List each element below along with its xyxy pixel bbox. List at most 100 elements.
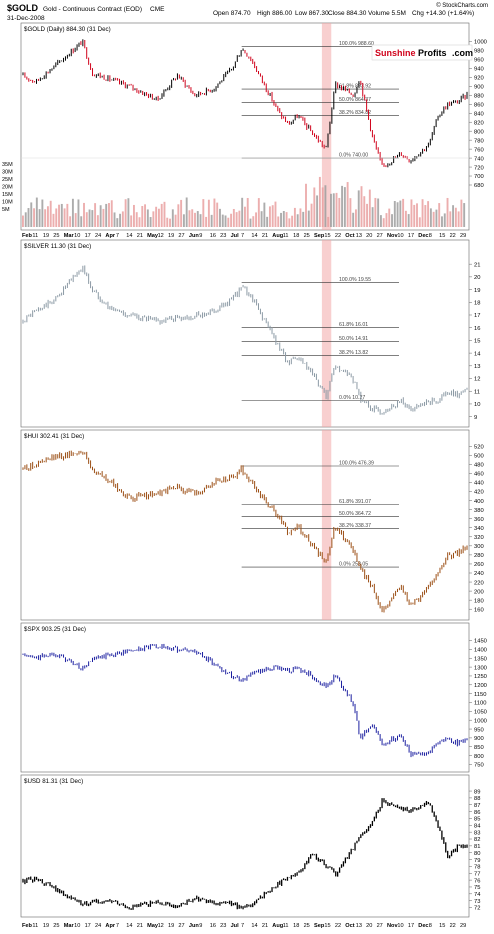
- x-tick-label: Jul: [231, 923, 240, 929]
- volume-bar: [255, 212, 257, 227]
- x-tick-label: 24: [95, 233, 101, 239]
- x-tick-label: Feb: [22, 233, 33, 239]
- y-tick-label: 84: [474, 824, 481, 830]
- y-tick-label: 480: [474, 463, 484, 469]
- header-high: High 886.00: [257, 10, 292, 17]
- fib-label: 61.8% 893.92: [339, 84, 371, 90]
- y-tick-label: 940: [474, 67, 484, 73]
- x-tick-label: 19: [168, 233, 174, 239]
- fib-label: 38.2% 338.37: [339, 523, 371, 529]
- y-tick-label: 500: [474, 454, 484, 460]
- fib-label: 61.8% 391.07: [339, 499, 371, 505]
- y-tick-label: 950: [474, 727, 484, 733]
- x-tick-label: 27: [178, 923, 184, 929]
- x-tick-label: 17: [408, 923, 414, 929]
- y-tick-label: 17: [474, 313, 480, 319]
- y-tick-label: 1100: [474, 701, 486, 707]
- y-tick-label: 800: [474, 754, 484, 760]
- y-tick-label: 320: [474, 535, 484, 541]
- header-close: Close 884.30: [328, 10, 367, 17]
- volume-bar: [55, 208, 58, 227]
- fib-label: 0.0% 10.27: [339, 395, 365, 401]
- silver-highlight-band: [321, 240, 332, 427]
- volume-bar: [424, 205, 427, 227]
- volume-bar: [432, 211, 435, 227]
- x-tick-label: Jun: [189, 923, 200, 929]
- x-tick-label: May: [147, 923, 159, 929]
- volume-bar: [235, 212, 238, 227]
- x-tick-label: Sep: [314, 233, 325, 239]
- y-tick-label: 780: [474, 138, 484, 144]
- volume-bar: [355, 209, 357, 227]
- volume-bar: [227, 217, 230, 227]
- y-tick-label: 240: [474, 571, 484, 577]
- y-tick-label: 420: [474, 490, 484, 496]
- volume-bar: [149, 217, 152, 227]
- x-tick-label: 15: [439, 233, 445, 239]
- volume-bar: [368, 189, 371, 227]
- volume-bar: [180, 199, 183, 227]
- volume-bar: [30, 202, 33, 227]
- volume-bar: [446, 197, 449, 227]
- volume-bar: [110, 200, 113, 227]
- volume-bar: [438, 203, 441, 227]
- volume-bar: [138, 217, 141, 227]
- silver-title: $SILVER 11.30 (31 Dec): [24, 243, 91, 250]
- header-symbol: $GOLD: [7, 3, 39, 13]
- x-tick-label: 17: [408, 233, 414, 239]
- y-tick-label: 1450: [474, 639, 487, 645]
- volume-bar: [105, 203, 108, 227]
- volume-bar: [33, 208, 35, 227]
- x-tick-label: 8: [429, 233, 432, 239]
- y-tick-label: 680: [474, 183, 484, 189]
- y-tick-label: 180: [474, 598, 484, 604]
- y-tick-label: 700: [474, 174, 484, 180]
- volume-bar: [77, 199, 80, 227]
- volume-bar: [238, 210, 241, 227]
- x-tick-label: 16: [210, 923, 216, 929]
- volume-bar: [174, 214, 177, 227]
- y-tick-label: 21: [474, 262, 480, 268]
- volume-bar: [141, 206, 144, 227]
- volume-bar: [152, 211, 155, 227]
- fib-label: 50.0% 364.72: [339, 511, 371, 517]
- y-tick-label: 720: [474, 165, 484, 171]
- y-tick-label: 360: [474, 517, 484, 523]
- x-tick-label: 9: [199, 233, 202, 239]
- x-tick-label: Dec: [418, 923, 428, 929]
- x-tick-label: Sep: [314, 923, 325, 929]
- x-tick-label: 17: [85, 923, 91, 929]
- y-tick-label: 75: [474, 885, 480, 891]
- x-tick-label: Nov: [387, 233, 398, 239]
- volume-bar: [224, 215, 227, 227]
- y-tick-label: 19: [474, 288, 480, 294]
- volume-bar: [280, 212, 282, 227]
- volume-bar: [144, 204, 146, 227]
- volume-bar: [307, 210, 310, 227]
- volume-bar: [366, 203, 368, 227]
- y-tick-label: 760: [474, 147, 484, 153]
- volume-bar: [388, 208, 391, 227]
- x-tick-label: Apr: [105, 233, 115, 239]
- volume-bar: [454, 207, 457, 227]
- x-tick-label: 11: [32, 233, 38, 239]
- x-tick-label: 19: [43, 233, 49, 239]
- x-tick-label: 7: [241, 923, 244, 929]
- volume-bar: [166, 217, 169, 227]
- x-tick-label: 14: [251, 233, 257, 239]
- x-tick-label: 7: [116, 923, 119, 929]
- volume-bar: [305, 183, 307, 227]
- y-tick-label: 11: [474, 389, 480, 395]
- volume-bar: [116, 218, 119, 227]
- volume-bar: [452, 205, 455, 227]
- y-tick-label: 1400: [474, 648, 487, 654]
- y-tick-label: 87: [474, 803, 480, 809]
- y-tick-label: 78: [474, 865, 480, 871]
- y-tick-label: 13: [474, 364, 480, 370]
- volume-bar: [71, 198, 74, 227]
- x-tick-label: 29: [460, 923, 466, 929]
- volume-bar: [385, 213, 388, 227]
- x-tick-label: 25: [304, 923, 310, 929]
- y-tick-label: 1300: [474, 665, 487, 671]
- y-tick-label: 1000: [474, 40, 487, 46]
